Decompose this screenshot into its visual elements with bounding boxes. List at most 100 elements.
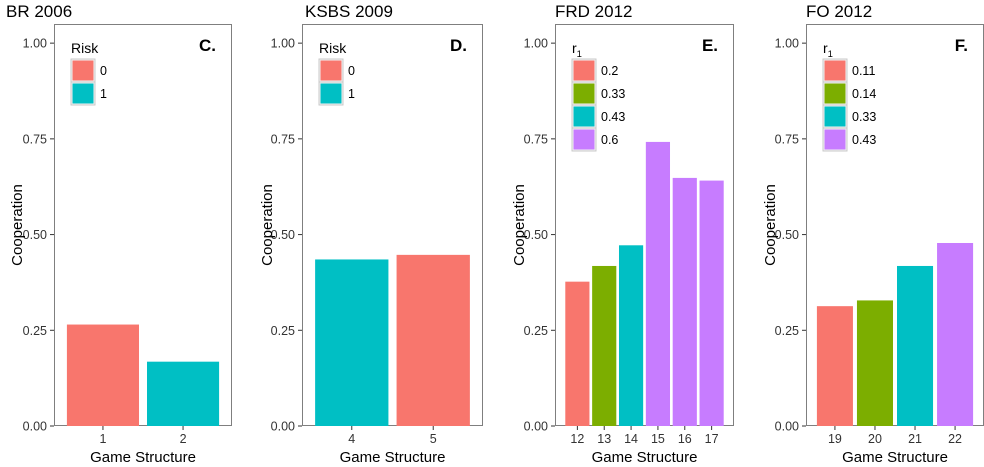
legend-title-subscript: 1: [828, 49, 833, 60]
legend-label: 0.33: [601, 87, 625, 101]
bar-15: [645, 141, 671, 427]
x-tick-label: 2: [180, 432, 187, 446]
legend-label: 0.14: [852, 87, 876, 101]
legend-title: Risk: [319, 40, 347, 56]
x-tick-label: 14: [624, 432, 638, 446]
bar-4: [315, 259, 389, 426]
x-tick-label: 5: [430, 432, 437, 446]
legend-swatch: [320, 83, 342, 104]
legend-title-subscript: 1: [577, 49, 582, 60]
x-tick-label: 20: [868, 432, 882, 446]
chart-title: FO 2012: [806, 2, 872, 21]
y-tick-label: 1.00: [271, 37, 295, 51]
legend-label: 0.33: [852, 110, 876, 124]
legend-swatch: [824, 60, 846, 81]
panel-letter: E.: [702, 36, 718, 55]
x-tick-label: 12: [570, 432, 584, 446]
y-axis-label: Cooperation: [9, 184, 26, 266]
legend-title: Risk: [71, 40, 99, 56]
x-tick-label: 13: [597, 432, 611, 446]
panel-1: BR 2006 0.00 0.25 0.50 0.75 1.00 Cooperation 1 2…: [6, 2, 232, 466]
y-tick-label: 0.25: [23, 324, 47, 338]
legend-swatch: [824, 106, 846, 127]
y-tick-label: 0.00: [271, 420, 295, 434]
chart-title: KSBS 2009: [305, 2, 393, 21]
y-tick-label: 0.25: [524, 324, 548, 338]
x-tick-label: 19: [828, 432, 842, 446]
y-tick-label: 0.50: [524, 228, 548, 242]
bar-22: [937, 242, 974, 426]
legend-label: 1: [100, 87, 107, 101]
legend-label: 0: [100, 64, 107, 78]
y-tick-label: 0.25: [775, 324, 799, 338]
x-axis-label: Game Structure: [592, 449, 698, 466]
bar-17: [699, 180, 724, 426]
y-tick-label: 0.75: [524, 132, 548, 146]
y-tick-label: 0.50: [775, 228, 799, 242]
panel-3: FRD 2012 0.00 0.25 0.50 0.75 1.00 Cooperation 1…: [511, 2, 734, 466]
legend-label: 0.43: [852, 133, 876, 147]
chart-title: BR 2006: [6, 2, 72, 21]
legend-label: 0.11: [852, 64, 875, 78]
legend-label: 1: [348, 87, 355, 101]
legend-swatch: [573, 106, 595, 127]
y-tick-label: 0.75: [775, 132, 799, 146]
x-tick-label: 1: [99, 432, 106, 446]
x-tick-label: 17: [705, 432, 719, 446]
bar-1: [66, 324, 139, 426]
panel-letter: D.: [450, 36, 467, 55]
y-tick-label: 0.75: [271, 132, 295, 146]
bar-2: [147, 361, 220, 426]
bar-12: [565, 281, 590, 426]
x-tick-label: 21: [908, 432, 922, 446]
x-axis-label: Game Structure: [842, 449, 948, 466]
panel-letter: C.: [199, 36, 216, 55]
y-tick-label: 0.75: [23, 132, 47, 146]
x-axis-label: Game Structure: [340, 449, 446, 466]
legend: r1 0.11 0.14 0.33 0.43: [822, 40, 876, 152]
legend-swatch: [573, 83, 595, 104]
x-tick-label: 22: [948, 432, 962, 446]
x-tick-label: 16: [678, 432, 692, 446]
legend-label: 0.6: [601, 133, 618, 147]
y-axis-label: Cooperation: [511, 184, 528, 266]
y-tick-label: 1.00: [23, 37, 47, 51]
panel-4: FO 2012 0.00 0.25 0.50 0.75 1.00 Cooperation 19…: [762, 2, 984, 466]
y-tick-label: 1.00: [524, 37, 548, 51]
legend-swatch: [573, 129, 595, 150]
bar-20: [856, 300, 893, 426]
x-axis-label: Game Structure: [90, 449, 196, 466]
legend-swatch: [72, 83, 94, 104]
y-tick-label: 1.00: [775, 37, 799, 51]
y-tick-label: 0.50: [23, 228, 47, 242]
bar-16: [672, 177, 697, 426]
y-tick-label: 0.00: [775, 420, 799, 434]
bar-5: [396, 254, 470, 426]
legend-swatch: [320, 60, 342, 81]
panel-letter: F.: [955, 36, 968, 55]
bar-19: [816, 306, 853, 426]
legend-title: r1: [823, 40, 833, 60]
legend-swatch: [824, 129, 846, 150]
bar-21: [897, 265, 934, 426]
legend-label: 0.2: [601, 64, 618, 78]
y-tick-label: 0.00: [23, 420, 47, 434]
panel-2: KSBS 2009 0.00 0.25 0.50 0.75 1.00 Cooperation…: [259, 2, 483, 466]
y-tick-label: 0.25: [271, 324, 295, 338]
bar-14: [618, 245, 644, 426]
legend-swatch: [573, 60, 595, 81]
y-tick-label: 0.00: [524, 420, 548, 434]
y-tick-label: 0.50: [271, 228, 295, 242]
legend: r1 0.2 0.33 0.43 0.6: [571, 40, 625, 152]
x-tick-label: 15: [651, 432, 665, 446]
legend-title: r1: [572, 40, 582, 60]
bar-13: [592, 265, 617, 426]
legend-swatch: [824, 83, 846, 104]
legend-label: 0.43: [601, 110, 625, 124]
legend-label: 0: [348, 64, 355, 78]
x-tick-label: 4: [348, 432, 355, 446]
y-axis-label: Cooperation: [762, 184, 779, 266]
